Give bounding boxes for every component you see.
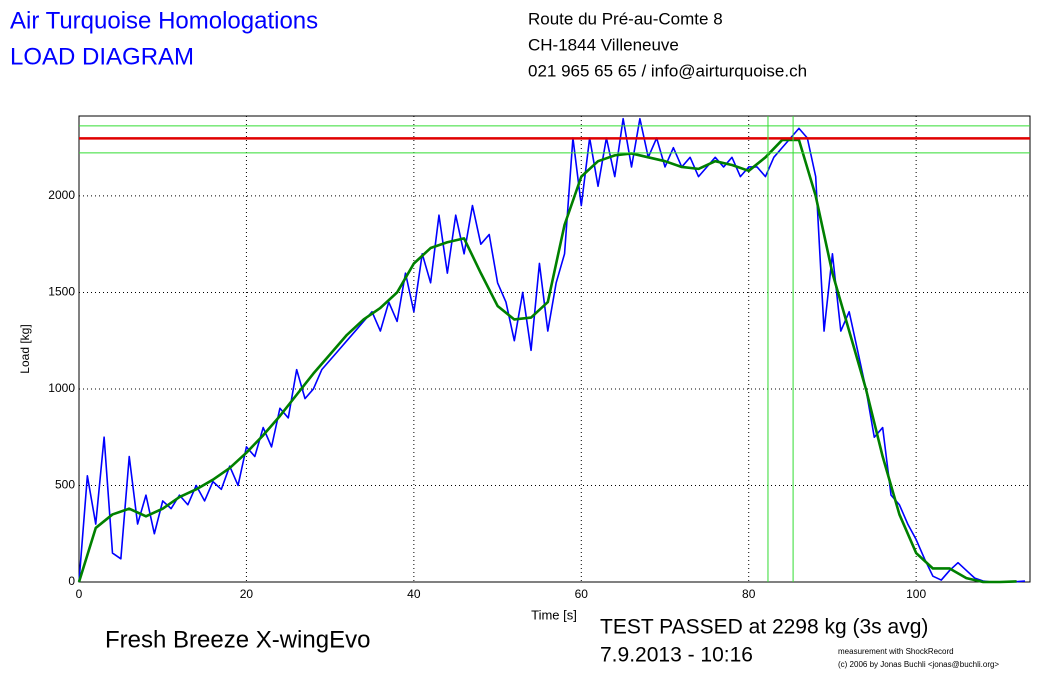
y-tick-label: 500 (55, 478, 75, 492)
model-name: Fresh Breeze X-wingEvo (105, 626, 370, 653)
plot-area (78, 115, 1031, 583)
test-date: 7.9.2013 - 10:16 (600, 644, 753, 667)
copyright: (c) 2006 by Jonas Buchli <jonas@buchli.o… (838, 660, 999, 669)
address-line: CH-1844 Villeneuve (528, 35, 679, 54)
credit: measurement with ShockRecord (838, 647, 954, 656)
test-result: TEST PASSED at 2298 kg (3s avg) (600, 616, 928, 639)
subtitle: LOAD DIAGRAM (10, 43, 194, 70)
x-tick-label: 40 (407, 587, 421, 601)
y-tick-label: 0 (68, 574, 75, 588)
y-tick-label: 1500 (48, 285, 75, 299)
x-tick-label: 20 (240, 587, 254, 601)
x-tick-label: 100 (906, 587, 926, 601)
title: Air Turquoise Homologations (10, 7, 318, 34)
y-axis-label: Load [kg] (18, 324, 32, 373)
data-line (77, 138, 1017, 584)
x-tick-label: 80 (742, 587, 756, 601)
address-line: 021 965 65 65 / info@airturquoise.ch (528, 61, 807, 80)
y-tick-label: 2000 (48, 188, 75, 202)
address-line: Route du Pré-au-Comte 8 (528, 9, 723, 28)
y-tick-label: 1000 (48, 381, 75, 395)
x-tick-label: 60 (575, 587, 589, 601)
x-tick-label: 0 (76, 587, 83, 601)
x-axis-label: Time [s] (531, 607, 577, 622)
